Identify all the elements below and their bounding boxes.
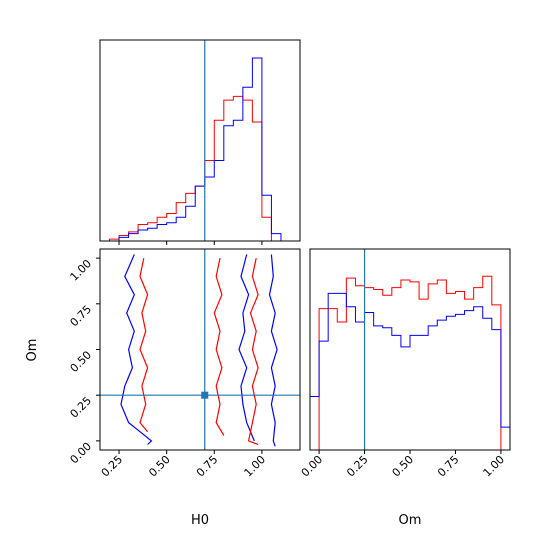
y-axis-label-om: Om bbox=[25, 339, 40, 362]
h0-histogram-series-1 bbox=[100, 57, 300, 242]
om-x-tick-label: 0.00 bbox=[299, 453, 326, 480]
joint-x-tick-label: 0.50 bbox=[146, 453, 173, 480]
joint-y-tick-label: 0.25 bbox=[68, 394, 95, 421]
joint-contour-5 bbox=[247, 257, 259, 446]
om-x-tick-label: 0.25 bbox=[344, 453, 371, 480]
om-x-tick-label: 1.00 bbox=[481, 453, 508, 480]
h0-histogram-series-0 bbox=[100, 95, 300, 242]
om-histogram-series-1 bbox=[309, 292, 511, 450]
h0-histogram-panel bbox=[99, 39, 301, 245]
joint-contour-3 bbox=[139, 257, 149, 433]
joint-x-tick-label: 0.75 bbox=[194, 453, 221, 480]
joint-contour-1 bbox=[268, 254, 278, 447]
joint-y-tick-label: 0.75 bbox=[68, 303, 95, 330]
joint-x-tick-label: 1.00 bbox=[242, 453, 269, 480]
h0-histogram-frame bbox=[99, 39, 301, 242]
joint-contour-4 bbox=[213, 257, 225, 436]
joint-x-tick-label: 0.25 bbox=[99, 453, 126, 480]
om-histogram-frame bbox=[309, 248, 511, 451]
joint-contours bbox=[120, 254, 278, 447]
om-histogram-panel: 0.00 0.25 0.50 0.75 1.00 bbox=[299, 248, 511, 480]
joint-y-tick-label: 0.50 bbox=[68, 348, 95, 375]
x-axis-label-h0: H0 bbox=[191, 513, 209, 528]
joint-contour-2 bbox=[238, 254, 255, 442]
joint-contour-panel: 0.25 0.50 0.75 1.000.000.250.500.751.00 bbox=[68, 248, 301, 480]
joint-contour-0 bbox=[120, 254, 153, 445]
om-x-tick-label: 0.50 bbox=[390, 453, 417, 480]
om-x-tick-label: 0.75 bbox=[435, 453, 462, 480]
joint-frame bbox=[99, 248, 301, 451]
joint-truth-marker bbox=[201, 391, 209, 399]
joint-y-tick-label: 0.00 bbox=[68, 440, 95, 467]
om-histogram-series-0 bbox=[318, 275, 502, 450]
joint-y-tick-label: 1.00 bbox=[68, 257, 95, 284]
x-axis-label-om: Om bbox=[399, 513, 422, 528]
